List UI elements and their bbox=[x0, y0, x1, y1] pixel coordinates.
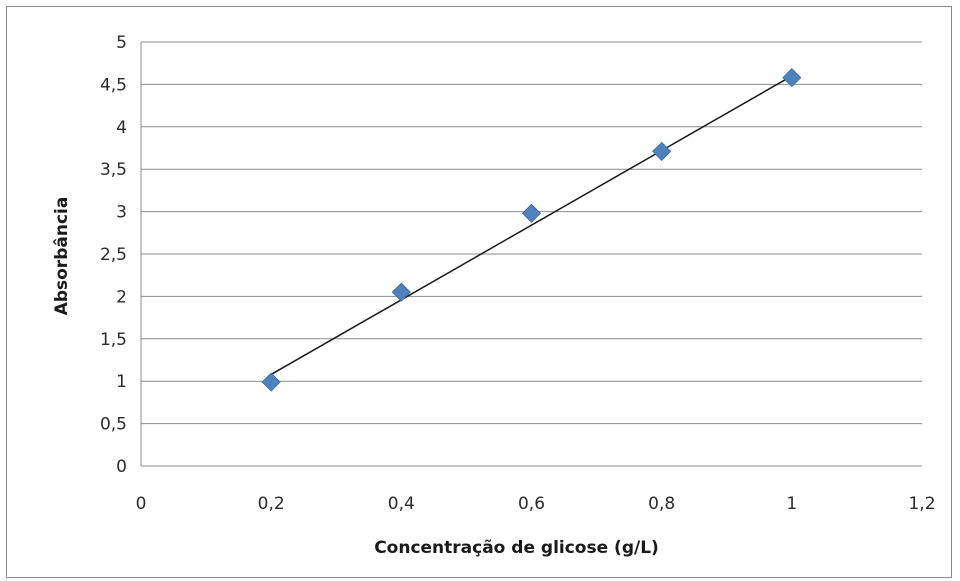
data-point bbox=[261, 372, 281, 392]
y-tick-label: 3 bbox=[116, 203, 127, 223]
x-tick-label: 0 bbox=[136, 494, 147, 514]
y-tick-label: 0 bbox=[116, 457, 127, 477]
x-tick-label: 0,4 bbox=[388, 494, 415, 514]
x-tick-labels: 0 0,2 0,4 0,6 0,8 1 1,2 bbox=[136, 494, 936, 514]
grid-lines bbox=[141, 41, 922, 425]
y-tick-label: 1 bbox=[116, 372, 127, 392]
x-tick-label: 0,2 bbox=[258, 494, 285, 514]
y-tick-label: 0,5 bbox=[100, 415, 127, 435]
data-point bbox=[782, 68, 802, 88]
x-tick-label: 1 bbox=[786, 494, 797, 514]
data-point bbox=[391, 282, 411, 302]
x-tick-label: 0,6 bbox=[518, 494, 545, 514]
y-tick-label: 5 bbox=[116, 33, 127, 53]
y-tick-label: 2 bbox=[116, 287, 127, 307]
data-points bbox=[261, 68, 802, 392]
y-tick-label: 3,5 bbox=[100, 160, 127, 180]
y-tick-labels: 0 0,5 1 1,5 2 2,5 3 3,5 4 4,5 5 bbox=[100, 33, 127, 477]
data-point bbox=[652, 141, 672, 161]
trendline bbox=[270, 75, 793, 376]
y-tick-label: 1,5 bbox=[100, 330, 127, 350]
data-point bbox=[521, 203, 542, 223]
y-axis-title: Absorbância bbox=[52, 197, 72, 316]
y-tick-label: 4,5 bbox=[100, 75, 127, 95]
y-tick-label: 2,5 bbox=[100, 245, 127, 265]
x-tick-label: 1,2 bbox=[908, 494, 935, 514]
x-axis-title: Concentração de glicose (g/L) bbox=[374, 538, 659, 558]
y-tick-label: 4 bbox=[116, 118, 127, 138]
x-tick-label: 0,8 bbox=[648, 494, 675, 514]
chart-frame bbox=[6, 6, 952, 578]
